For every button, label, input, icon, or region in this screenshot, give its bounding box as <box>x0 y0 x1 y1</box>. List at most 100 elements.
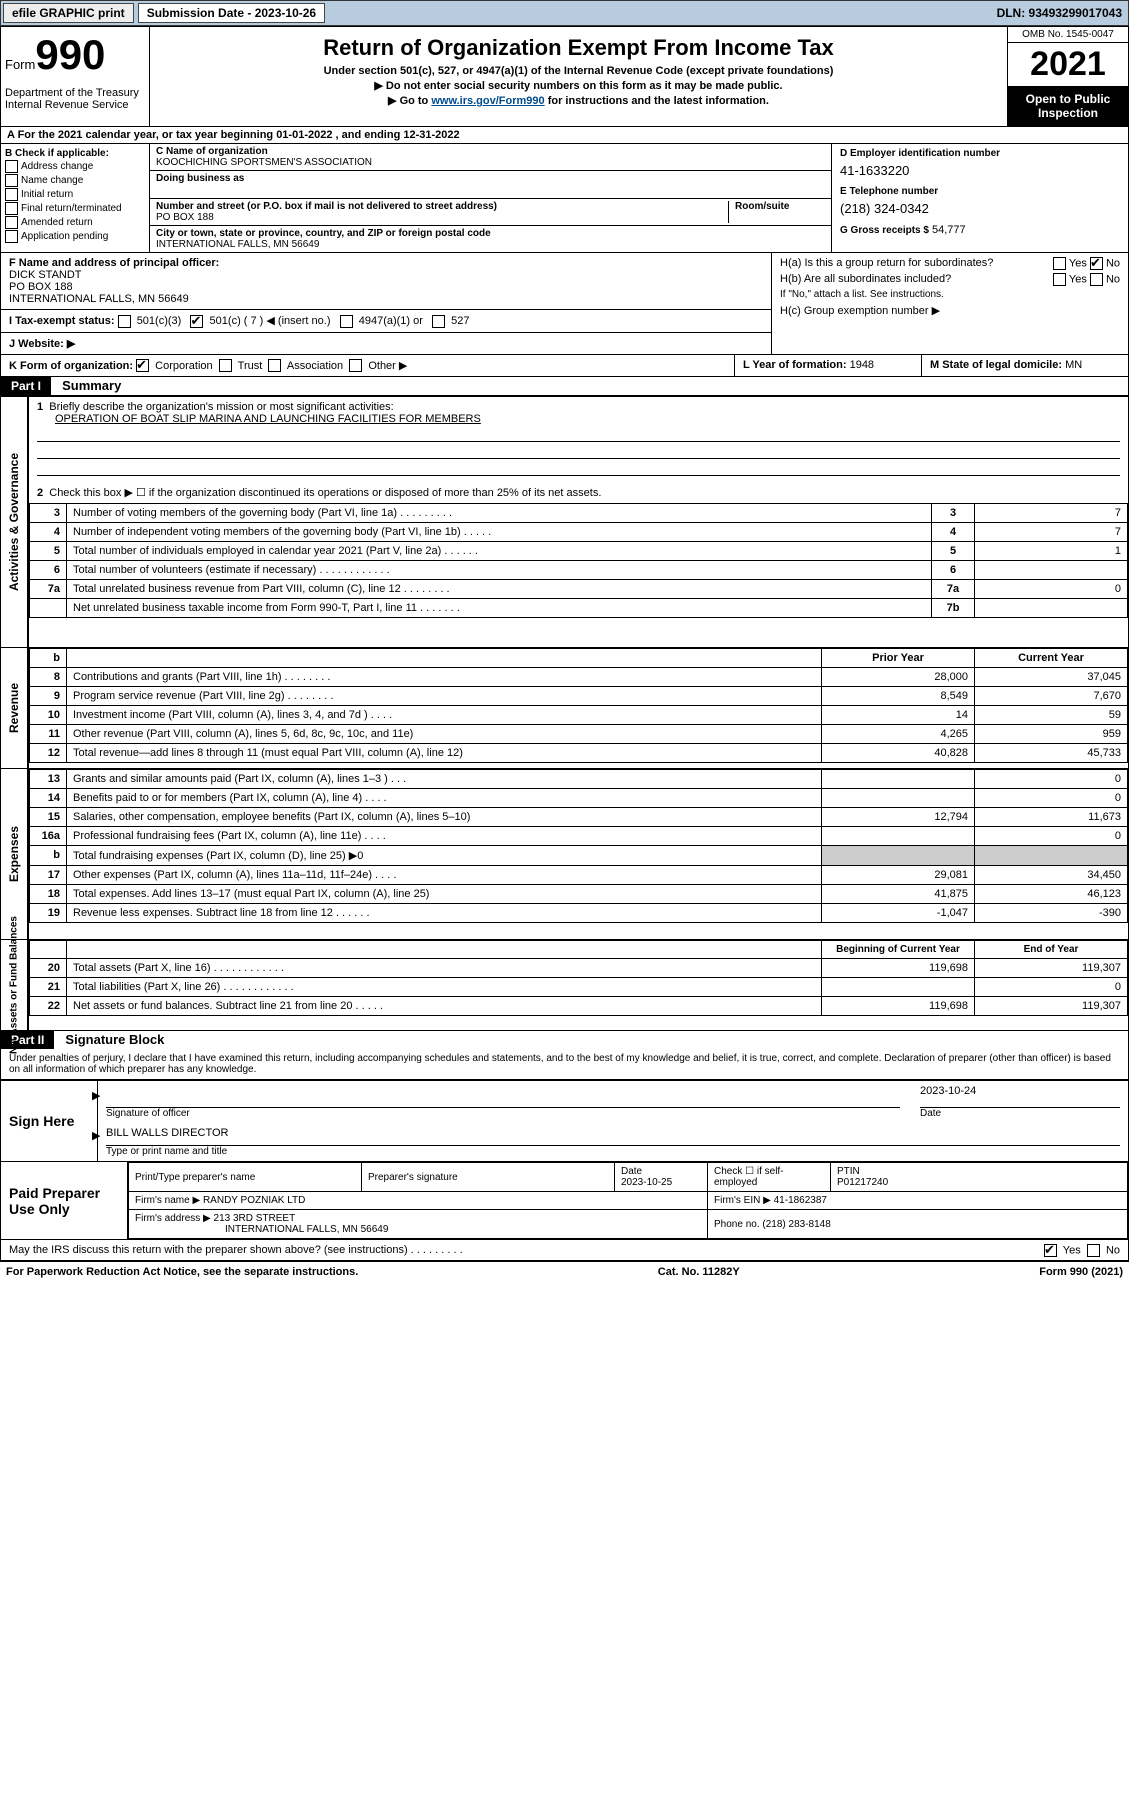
box-e-label: E Telephone number <box>840 186 1120 197</box>
box-k-label: K Form of organization: <box>9 360 133 372</box>
signature-officer-label: Signature of officer <box>106 1108 900 1119</box>
check-final-return[interactable] <box>5 202 18 215</box>
name-pointer-icon: ▶ <box>92 1129 100 1142</box>
goto-suffix: for instructions and the latest informat… <box>545 95 769 107</box>
box-b-header: B Check if applicable: <box>5 148 145 159</box>
tax-year: 2021 <box>1008 43 1128 86</box>
print-name-label: Type or print name and title <box>106 1146 1120 1157</box>
officer-print-name: BILL WALLS DIRECTOR <box>106 1127 228 1139</box>
officer-addr2: INTERNATIONAL FALLS, MN 56649 <box>9 293 763 305</box>
check-initial-return[interactable] <box>5 188 18 201</box>
check-trust[interactable] <box>219 359 232 372</box>
q1-label: Briefly describe the organization's miss… <box>49 401 393 413</box>
identity-block: B Check if applicable: Address change Na… <box>0 144 1129 253</box>
check-ha-yes[interactable] <box>1053 257 1066 270</box>
box-l-label: L Year of formation: <box>743 359 847 371</box>
firm-ein: 41-1862387 <box>774 1195 827 1206</box>
officer-group-block: F Name and address of principal officer:… <box>0 253 1129 355</box>
check-527[interactable] <box>432 315 445 328</box>
telephone-value: (218) 324-0342 <box>840 197 1120 224</box>
page-footer: For Paperwork Reduction Act Notice, see … <box>0 1261 1129 1282</box>
officer-name: DICK STANDT <box>9 269 763 281</box>
part-1-title: Summary <box>54 378 121 393</box>
dba-label: Doing business as <box>156 173 825 184</box>
check-ha-no[interactable] <box>1090 257 1103 270</box>
signature-pointer-icon: ▶ <box>92 1089 100 1102</box>
box-hc-label: H(c) Group exemption number ▶ <box>780 305 940 317</box>
org-address: PO BOX 188 <box>156 212 728 223</box>
form-word: Form <box>5 57 35 72</box>
q2-label: Check this box ▶ ☐ if the organization d… <box>49 487 601 499</box>
form-title: Return of Organization Exempt From Incom… <box>156 35 1001 61</box>
check-corp[interactable] <box>136 359 149 372</box>
ptin-value: P01217240 <box>837 1177 888 1188</box>
check-501c3[interactable] <box>118 315 131 328</box>
form-number: 990 <box>35 31 105 78</box>
expenses-table: 13Grants and similar amounts paid (Part … <box>29 769 1128 923</box>
paperwork-notice: For Paperwork Reduction Act Notice, see … <box>6 1266 358 1278</box>
part-2-title: Signature Block <box>57 1032 164 1047</box>
firm-phone: (218) 283-8148 <box>762 1219 830 1230</box>
box-g-label: G Gross receipts $ <box>840 225 929 236</box>
box-c-label: C Name of organization <box>156 146 825 157</box>
check-address-change[interactable] <box>5 160 18 173</box>
line-a-tax-year: A For the 2021 calendar year, or tax yea… <box>0 127 1129 144</box>
check-501c[interactable] <box>190 315 203 328</box>
revenue-table: bPrior YearCurrent Year 8Contributions a… <box>29 648 1128 763</box>
paid-preparer-label: Paid Preparer Use Only <box>1 1162 127 1239</box>
check-application-pending[interactable] <box>5 230 18 243</box>
summary-top-table: 3Number of voting members of the governi… <box>29 503 1128 618</box>
room-suite-label: Room/suite <box>735 201 825 212</box>
check-assoc[interactable] <box>268 359 281 372</box>
may-discuss-label: May the IRS discuss this return with the… <box>9 1244 463 1256</box>
perjury-declaration: Under penalties of perjury, I declare th… <box>0 1049 1129 1081</box>
goto-prefix: ▶ Go to <box>388 95 431 107</box>
check-amended-return[interactable] <box>5 216 18 229</box>
efile-graphic-button[interactable]: efile GRAPHIC print <box>3 3 134 23</box>
gross-receipts-value: 54,777 <box>932 224 966 236</box>
catalog-number: Cat. No. 11282Y <box>658 1266 740 1278</box>
form-header: Form990 Department of the Treasury Inter… <box>0 26 1129 127</box>
firm-name: RANDY POZNIAK LTD <box>203 1195 305 1206</box>
check-name-change[interactable] <box>5 174 18 187</box>
sign-date-label: Date <box>920 1108 1120 1119</box>
irs-form990-link[interactable]: www.irs.gov/Form990 <box>431 95 544 107</box>
check-may-yes[interactable] <box>1044 1244 1057 1257</box>
box-m-label: M State of legal domicile: <box>930 359 1062 371</box>
omb-number: OMB No. 1545-0047 <box>1008 27 1128 43</box>
box-i-label: I Tax-exempt status: <box>9 315 115 327</box>
box-f-label: F Name and address of principal officer: <box>9 257 219 269</box>
officer-addr1: PO BOX 188 <box>9 281 763 293</box>
irs-label: Internal Revenue Service <box>5 99 145 111</box>
box-h-note: If "No," attach a list. See instructions… <box>780 289 1120 300</box>
box-hb-label: H(b) Are all subordinates included? <box>780 273 951 285</box>
ein-value: 41-1633220 <box>840 159 1120 186</box>
check-4947a1[interactable] <box>340 315 353 328</box>
box-b-checklist: B Check if applicable: Address change Na… <box>1 144 150 252</box>
org-name: KOOCHICHING SPORTSMEN'S ASSOCIATION <box>156 157 825 168</box>
check-hb-yes[interactable] <box>1053 273 1066 286</box>
efile-topbar: efile GRAPHIC print Submission Date - 20… <box>0 0 1129 26</box>
sign-here-label: Sign Here <box>1 1081 97 1161</box>
box-d-label: D Employer identification number <box>840 148 1120 159</box>
sign-date-value: 2023-10-24 <box>920 1085 1120 1108</box>
tab-revenue: Revenue <box>1 648 29 768</box>
check-hb-no[interactable] <box>1090 273 1103 286</box>
prep-date: 2023-10-25 <box>621 1177 672 1188</box>
check-other[interactable] <box>349 359 362 372</box>
address-label: Number and street (or P.O. box if mail i… <box>156 201 728 212</box>
part-1-tag: Part I <box>1 377 51 395</box>
balances-table: Beginning of Current YearEnd of Year 20T… <box>29 940 1128 1016</box>
form-subtitle-2: ▶ Do not enter social security numbers o… <box>156 79 1001 92</box>
tab-expenses: Expenses <box>1 769 29 939</box>
mission-text: OPERATION OF BOAT SLIP MARINA AND LAUNCH… <box>37 413 481 425</box>
tab-activities-governance: Activities & Governance <box>1 397 29 647</box>
submission-date-label: Submission Date - 2023-10-26 <box>138 3 325 23</box>
sign-here-section: Sign Here ▶ Signature of officer 2023-10… <box>0 1081 1129 1162</box>
firm-addr2: INTERNATIONAL FALLS, MN 56649 <box>135 1224 388 1235</box>
tab-net-assets: Net Assets or Fund Balances <box>1 940 29 1030</box>
box-j-label: J Website: ▶ <box>9 338 75 350</box>
box-ha-label: H(a) Is this a group return for subordin… <box>780 257 993 269</box>
check-may-no[interactable] <box>1087 1244 1100 1257</box>
state-domicile: MN <box>1065 359 1082 371</box>
